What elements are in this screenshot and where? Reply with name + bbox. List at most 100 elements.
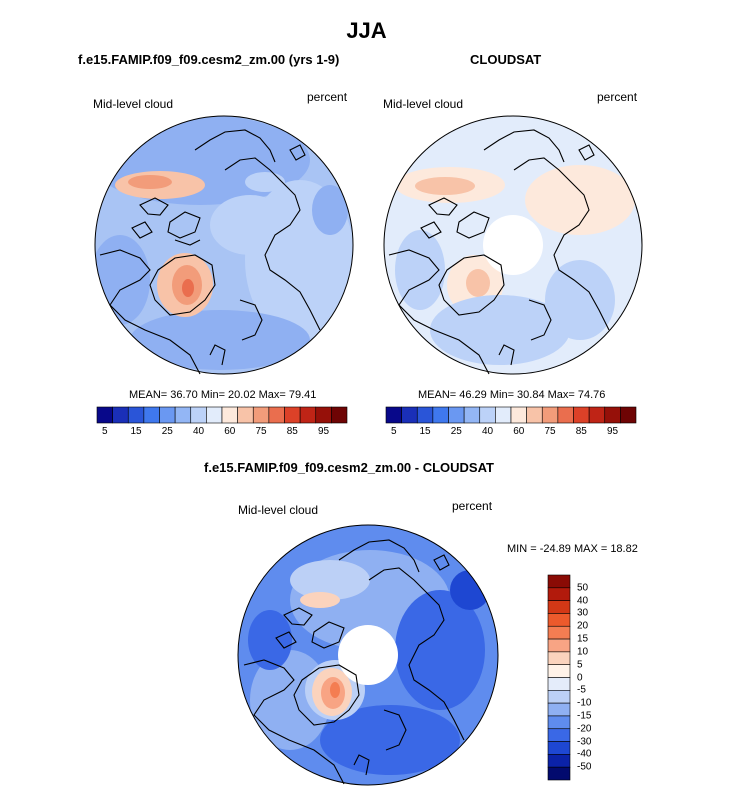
diff-colorbar-tick-label: 15: [577, 633, 589, 645]
right-colorbar-tick-label: 60: [513, 426, 525, 437]
right-colorbar-tick-label: 95: [607, 426, 619, 437]
left-colorbar-swatch: [237, 406, 254, 424]
right-colorbar-swatch: [463, 406, 481, 424]
diff-colorbar-tick-label: -20: [577, 723, 592, 735]
right-panel-variable: Mid-level cloud: [383, 97, 464, 111]
right-colorbar: [385, 406, 637, 424]
diff-colorbar-tick-label: 30: [577, 607, 589, 619]
left-colorbar-swatch: [221, 406, 238, 424]
diff-panel-units: percent: [452, 499, 493, 513]
diff-panel-title: f.e15.FAMIP.f09_f09.cesm2_zm.00 - CLOUDS…: [204, 460, 494, 475]
diff-colorbar-swatch: [547, 741, 571, 755]
diff-colorbar-swatch: [547, 677, 571, 691]
left-colorbar-tick-label: 60: [224, 426, 236, 437]
right-colorbar-swatch: [588, 406, 606, 424]
right-colorbar-tick-label: 15: [419, 426, 431, 437]
diff-colorbar-swatch: [547, 702, 571, 717]
diff-panel-variable: Mid-level cloud: [238, 503, 319, 517]
diff-colorbar: [547, 574, 571, 781]
diff-colorbar-tick-label: -40: [577, 748, 592, 760]
right-panel-units: percent: [597, 90, 638, 104]
left-colorbar-swatch: [96, 406, 113, 424]
diff-colorbar-swatch: [547, 638, 571, 653]
right-colorbar-tick-label: 40: [482, 426, 494, 437]
right-panel-stats: MEAN= 46.29 Min= 30.84 Max= 74.76: [418, 389, 606, 401]
right-colorbar-swatch: [448, 406, 465, 424]
diff-colorbar-swatch: [547, 690, 571, 704]
diff-colorbar-swatch: [547, 625, 571, 640]
diff-colorbar-tick-label: 40: [577, 595, 589, 607]
left-colorbar-swatch: [127, 406, 145, 424]
right-colorbar-tick-label: 75: [544, 426, 556, 437]
left-colorbar-swatch: [174, 406, 192, 424]
right-colorbar-swatch: [620, 406, 637, 424]
diff-panel-stats: MIN = -24.89 MAX = 18.82: [507, 543, 638, 555]
right-colorbar-swatch: [573, 406, 590, 424]
left-colorbar-swatch: [206, 406, 223, 424]
left-colorbar-tick-label: 40: [193, 426, 205, 437]
right-panel-title: CLOUDSAT: [470, 52, 542, 67]
left-colorbar-swatch: [299, 406, 317, 424]
right-colorbar-swatch: [557, 406, 574, 424]
right-colorbar-ticks: 5 15 25 40 60 75 85 95: [386, 426, 636, 440]
diff-colorbar-tick-label: 0: [577, 672, 583, 683]
left-panel-variable: Mid-level cloud: [93, 97, 174, 111]
diff-colorbar-swatch: [547, 715, 571, 730]
diff-colorbar-swatch: [547, 587, 571, 601]
right-colorbar-swatch: [401, 406, 418, 424]
left-colorbar: [96, 406, 348, 424]
diff-colorbar-swatch: [547, 754, 571, 768]
left-colorbar-ticks: 5 15 25 40 60 75 85 95: [97, 426, 347, 440]
left-colorbar-tick-label: 15: [130, 426, 142, 437]
left-colorbar-swatch: [284, 406, 301, 424]
left-colorbar-swatch: [315, 406, 332, 424]
left-panel-title: f.e15.FAMIP.f09_f09.cesm2_zm.00 (yrs 1-9…: [78, 52, 340, 67]
right-colorbar-swatch: [385, 406, 402, 424]
right-colorbar-tick-label: 25: [450, 426, 462, 437]
left-panel-stats: MEAN= 36.70 Min= 20.02 Max= 79.41: [129, 389, 317, 401]
right-colorbar-swatch: [432, 406, 449, 424]
left-colorbar-swatch: [112, 406, 129, 424]
left-colorbar-tick-label: 25: [161, 426, 173, 437]
right-colorbar-tick-label: 5: [391, 426, 397, 437]
left-colorbar-swatch: [252, 406, 270, 424]
diff-colorbar-tick-label: -50: [577, 761, 592, 773]
left-colorbar-tick-label: 75: [255, 426, 267, 437]
left-colorbar-swatch: [159, 406, 176, 424]
left-colorbar-tick-label: 85: [286, 426, 298, 437]
diff-colorbar-ticks: 50 40 30 20 15 10 5 0 -5 -10 -15 -20 -30 -40 -50: [577, 575, 617, 780]
left-colorbar-tick-label: 5: [102, 426, 108, 437]
right-colorbar-swatch: [604, 406, 621, 424]
left-colorbar-swatch: [268, 406, 285, 424]
right-colorbar-swatch: [416, 406, 434, 424]
diff-colorbar-tick-label: 20: [577, 620, 589, 632]
right-colorbar-tick-label: 85: [575, 426, 587, 437]
diff-colorbar-tick-label: -15: [577, 710, 592, 722]
diff-colorbar-swatch: [547, 651, 571, 665]
diff-colorbar-swatch: [547, 766, 571, 781]
right-colorbar-swatch: [526, 406, 543, 424]
right-colorbar-swatch: [495, 406, 512, 424]
diff-colorbar-tick-label: 10: [577, 646, 589, 658]
diff-colorbar-tick-label: 50: [577, 582, 589, 594]
left-panel-units: percent: [307, 90, 348, 104]
diff-colorbar-swatch: [547, 574, 571, 589]
left-colorbar-tick-label: 95: [318, 426, 330, 437]
diff-colorbar-swatch: [547, 728, 571, 742]
diff-colorbar-swatch: [547, 600, 571, 614]
left-colorbar-swatch: [331, 406, 348, 424]
right-colorbar-swatch: [541, 406, 559, 424]
diff-colorbar-tick-label: -5: [577, 684, 586, 696]
diff-colorbar-swatch: [547, 613, 571, 627]
right-colorbar-swatch: [479, 406, 496, 424]
diff-colorbar-swatch: [547, 664, 571, 678]
left-colorbar-swatch: [190, 406, 207, 424]
diff-colorbar-tick-label: -30: [577, 736, 592, 748]
right-colorbar-swatch: [510, 406, 527, 424]
diff-colorbar-tick-label: -10: [577, 697, 592, 709]
left-colorbar-swatch: [143, 406, 160, 424]
diff-colorbar-tick-label: 5: [577, 659, 583, 671]
